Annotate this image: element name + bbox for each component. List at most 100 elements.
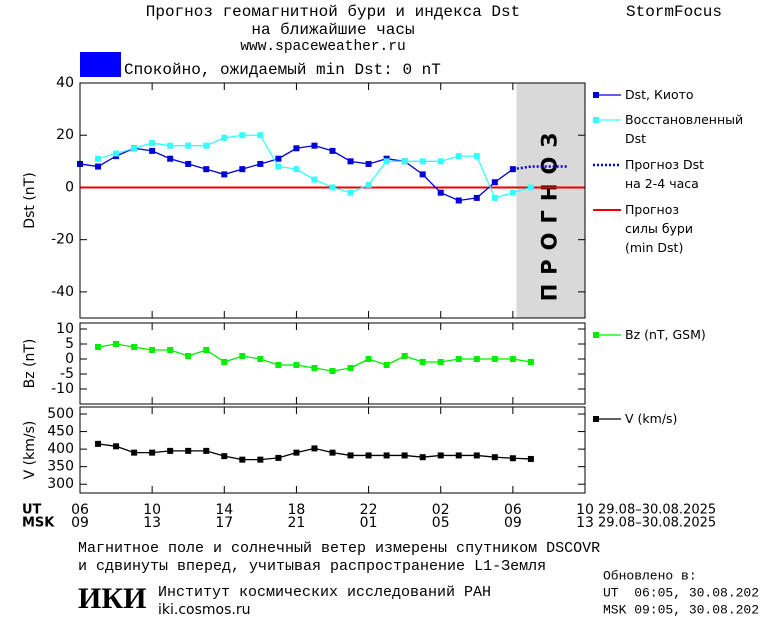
y-tick-label: 300 <box>47 476 74 492</box>
data-point <box>185 142 192 149</box>
data-point <box>239 132 246 139</box>
data-point <box>113 150 120 157</box>
status-indicator <box>80 52 121 77</box>
data-point <box>347 452 354 459</box>
data-point <box>95 344 102 350</box>
y-tick-label: 0 <box>65 351 74 367</box>
updated-ut: UT 06:05, 30.08.2025 <box>603 585 760 600</box>
data-point <box>347 365 354 371</box>
data-point <box>95 163 102 170</box>
data-point <box>473 153 480 160</box>
footer-note: Магнитное поле и солнечный ветер измерен… <box>78 540 600 557</box>
logo: ИКИ <box>78 582 146 615</box>
data-point <box>419 171 426 178</box>
x-tick-label: 01 <box>360 515 378 531</box>
x-tick-label: 22 <box>360 502 378 518</box>
data-point <box>257 456 264 463</box>
legend-label: Dst, Киото <box>625 87 694 102</box>
data-point <box>491 356 498 362</box>
data-point <box>167 347 174 353</box>
data-point <box>473 356 480 362</box>
data-point <box>275 362 282 368</box>
data-point <box>311 176 318 183</box>
series-line <box>79 145 514 202</box>
data-point <box>473 452 480 459</box>
series-line <box>512 165 567 171</box>
status-text: Спокойно, ожидаемый min Dst: 0 nT <box>124 61 441 79</box>
data-point <box>455 356 462 362</box>
subtitle: на ближайшие часы <box>251 21 414 39</box>
data-point <box>257 132 264 139</box>
data-point <box>167 142 174 149</box>
data-point <box>185 447 192 454</box>
data-point <box>203 142 210 149</box>
y-tick-label: 450 <box>47 424 74 440</box>
data-point <box>365 160 372 167</box>
data-point <box>131 145 138 152</box>
data-point <box>131 344 138 350</box>
y-tick-label: 0 <box>65 179 74 195</box>
data-point <box>203 166 210 173</box>
data-point <box>185 160 192 167</box>
data-point <box>527 359 534 365</box>
data-point <box>365 452 372 459</box>
y-tick-label: -5 <box>60 366 74 382</box>
data-point <box>383 452 390 459</box>
x-tick-label: 14 <box>215 502 233 518</box>
x-tick-label: 21 <box>288 515 306 531</box>
updated-title: Обновлено в: <box>603 568 697 583</box>
data-point <box>383 362 390 368</box>
data-point <box>347 158 354 165</box>
y-axis-label: V (km/s) <box>22 421 38 480</box>
y-axis-label: Dst (nT) <box>22 172 38 228</box>
data-point <box>167 155 174 162</box>
data-point <box>275 454 282 461</box>
y-tick-label: -40 <box>51 284 74 300</box>
data-point <box>329 368 336 374</box>
plot-frame <box>79 82 586 319</box>
data-point <box>95 440 102 447</box>
y-tick-label: 350 <box>47 459 74 475</box>
data-point <box>329 147 336 154</box>
data-point <box>437 189 444 196</box>
y-tick-label: 500 <box>47 406 74 422</box>
y-tick-label: 10 <box>56 321 74 337</box>
y-tick-label: 400 <box>47 441 74 457</box>
data-point <box>509 356 516 362</box>
institute: Институт космических исследований РАН <box>158 584 491 601</box>
data-point <box>509 189 516 196</box>
data-point <box>329 449 336 456</box>
data-point <box>401 452 408 459</box>
data-point <box>275 163 282 170</box>
x-row-label: UT <box>22 503 42 518</box>
data-point <box>491 454 498 461</box>
y-tick-label: -20 <box>51 232 74 248</box>
brand: StormFocus <box>626 3 722 21</box>
plot-frame <box>79 322 586 405</box>
data-point <box>419 359 426 365</box>
legend-label: Прогноз Dst на 2-4 часа <box>625 157 705 191</box>
y-tick-label: 5 <box>65 336 74 352</box>
data-point <box>257 356 264 362</box>
updated-msk: MSK 09:05, 30.08.2025 <box>603 602 760 617</box>
plot-frame <box>79 406 586 494</box>
data-point <box>149 140 156 147</box>
data-point <box>419 158 426 165</box>
data-point <box>221 453 228 460</box>
data-point <box>203 347 210 353</box>
legend-label: Прогноз силы бури (min Dst) <box>625 202 693 255</box>
data-point <box>365 181 372 188</box>
data-point <box>239 166 246 173</box>
data-point <box>401 158 408 165</box>
data-point <box>293 362 300 368</box>
data-point <box>185 353 192 359</box>
legend-marker <box>593 416 599 422</box>
data-point <box>203 447 210 454</box>
y-tick-label: 40 <box>56 75 74 91</box>
data-point <box>383 158 390 165</box>
x-tick-label: 06 <box>504 502 522 518</box>
data-point <box>113 443 120 450</box>
x-tick-label: 06 <box>71 502 89 518</box>
legend-label: Восстановленный Dst <box>625 112 744 146</box>
